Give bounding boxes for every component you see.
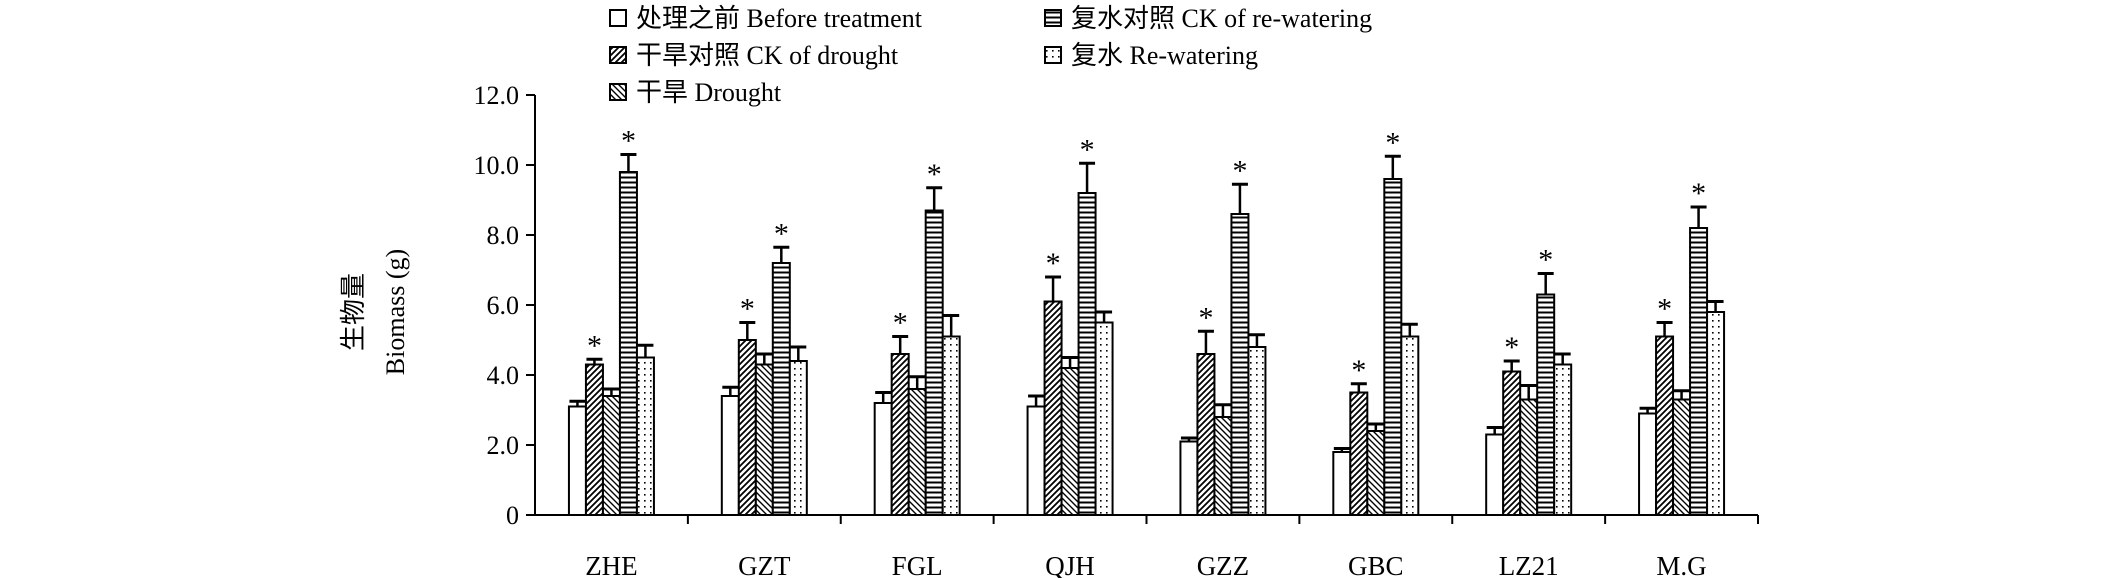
x-tick-labels: ZHE GZT FGL QJH GZZ GBC LZ21 M.G — [585, 551, 1707, 578]
bar — [1502, 370, 1522, 516]
legend-label: 复水对照 CK of re-watering — [1071, 4, 1372, 33]
legend-swatch — [1044, 9, 1062, 27]
bar — [1638, 412, 1658, 516]
bar — [1672, 398, 1692, 516]
y-axis-title: 生物量 Biomass (g) — [339, 249, 410, 375]
bar — [907, 388, 927, 516]
significance-star: * — [621, 125, 636, 158]
bar — [1196, 353, 1216, 516]
bar — [584, 363, 604, 516]
bar — [1179, 440, 1199, 516]
bar — [1247, 346, 1267, 516]
legend-label: 干旱对照 CK of drought — [636, 41, 899, 70]
bar — [873, 402, 893, 516]
significance-star: * — [1504, 331, 1519, 364]
significance-star: * — [1538, 244, 1553, 277]
significance-star: * — [893, 307, 908, 340]
bar — [1230, 213, 1250, 516]
bar — [1485, 433, 1505, 516]
bar — [567, 405, 587, 516]
significance-star: * — [1691, 177, 1706, 210]
bar — [1655, 335, 1675, 516]
bar — [788, 360, 808, 516]
significance-star: * — [1046, 247, 1061, 280]
bars: * * * * * * * * * * * * * * * * — [567, 125, 1726, 516]
legend-swatch — [609, 9, 627, 27]
bar — [771, 262, 791, 516]
y-axis-label-chinese: 生物量 — [339, 273, 368, 351]
y-axis-label: Biomass (g) — [381, 249, 410, 375]
bar — [924, 209, 944, 516]
bar — [754, 363, 774, 516]
bar — [1349, 391, 1369, 516]
x-tick-label: FGL — [892, 551, 943, 578]
bar — [635, 356, 655, 516]
significance-star: * — [774, 217, 789, 250]
significance-star: * — [927, 158, 942, 191]
bar — [1077, 192, 1097, 516]
legend-swatch — [609, 83, 627, 101]
bar — [601, 395, 621, 516]
y-tick-label: 10.0 — [474, 151, 520, 180]
bar — [720, 395, 740, 516]
significance-star: * — [740, 293, 755, 326]
legend-swatch — [1044, 46, 1062, 64]
x-tick-label: ZHE — [585, 551, 637, 578]
significance-star: * — [1351, 354, 1366, 387]
bar — [1366, 430, 1386, 516]
bar — [941, 335, 961, 516]
bar — [1026, 405, 1046, 516]
legend-swatch — [609, 46, 627, 64]
significance-star: * — [587, 329, 602, 362]
y-tick-label: 2.0 — [487, 431, 520, 460]
y-tick-label: 0 — [506, 501, 519, 530]
bar — [618, 171, 638, 516]
bar — [1553, 363, 1573, 516]
x-tick-label: GBC — [1348, 551, 1404, 578]
legend: 处理之前 Before treatment 干旱对照 CK of drought 干… — [609, 4, 1372, 107]
bar — [1519, 398, 1539, 516]
bar — [1213, 416, 1233, 516]
legend-label: 复水 Re-watering — [1071, 41, 1258, 70]
y-tick-label: 12.0 — [474, 81, 520, 110]
y-tick-label: 8.0 — [487, 221, 520, 250]
x-tick-label: GZT — [738, 551, 791, 578]
bar — [737, 339, 757, 516]
bar — [1400, 335, 1420, 516]
bar — [1060, 367, 1080, 516]
bar — [1536, 293, 1556, 516]
y-tick-label: 6.0 — [487, 291, 520, 320]
x-tick-label: M.G — [1656, 551, 1706, 578]
x-tick-label: GZZ — [1197, 551, 1249, 578]
significance-star: * — [1385, 126, 1400, 159]
significance-star: * — [1198, 301, 1213, 334]
bar — [1332, 451, 1352, 516]
bar — [1383, 178, 1403, 516]
x-tick-label: LZ21 — [1499, 551, 1559, 578]
bar — [1689, 227, 1709, 516]
legend-label: 处理之前 Before treatment — [636, 4, 923, 33]
bar — [890, 353, 910, 516]
legend-label: 干旱 Drought — [636, 78, 782, 107]
bar — [1094, 321, 1114, 516]
y-tick-label: 4.0 — [487, 361, 520, 390]
significance-star: * — [1232, 154, 1247, 187]
significance-star: * — [1080, 133, 1095, 166]
bar — [1706, 311, 1726, 516]
significance-star: * — [1657, 293, 1672, 326]
bar — [1043, 300, 1063, 516]
x-tick-label: QJH — [1045, 551, 1095, 578]
